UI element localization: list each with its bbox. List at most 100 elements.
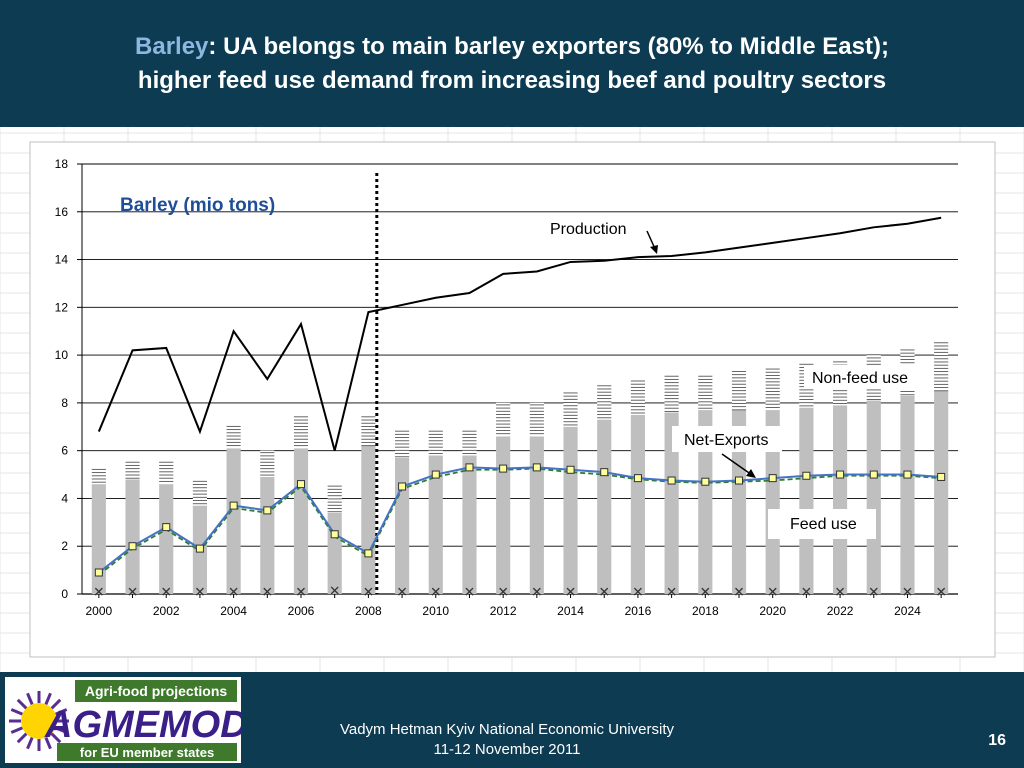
y-tick-label: 8 — [61, 396, 68, 410]
x-marker — [297, 587, 305, 596]
x-marker — [566, 587, 575, 596]
non-feed-use-bar — [260, 450, 275, 477]
net-exports-marker — [465, 463, 474, 472]
feed-use-bar — [664, 412, 679, 594]
title-line1: : UA belongs to main barley exporters (8… — [208, 33, 889, 60]
feed-use-bar — [125, 479, 140, 594]
non-feed-use-bar — [934, 340, 949, 391]
sun-ray — [50, 698, 62, 710]
dashed-series-line — [98, 467, 942, 576]
chart-title: Barley (mio tons) — [120, 195, 275, 216]
sun-ray — [44, 692, 52, 705]
logo-top-band — [75, 680, 237, 702]
feed-use-bar — [226, 448, 241, 594]
feed-use-bar — [698, 410, 713, 594]
feeduse-label-box — [768, 509, 876, 539]
slide-footer: Agri-food projections AGMEMOD for EU mem… — [0, 672, 1024, 768]
x-marker — [128, 587, 137, 596]
net-exports-marker — [532, 463, 541, 472]
y-tick-label: 0 — [61, 587, 68, 601]
chart-frame — [29, 141, 996, 658]
feed-use-bar — [866, 400, 881, 594]
sun-ray — [44, 737, 52, 750]
non-feed-use-bar — [664, 374, 679, 413]
x-tick-label: 2016 — [625, 604, 652, 618]
title-keyword: Barley — [135, 33, 209, 60]
sunburst-icon — [9, 691, 69, 751]
production-label-box — [548, 216, 646, 240]
netexports-label-box — [672, 426, 782, 452]
sun-ray — [16, 732, 28, 744]
x-marker — [263, 587, 272, 596]
non-feed-use-bar — [192, 479, 207, 506]
sun-ray — [26, 737, 34, 750]
x-marker — [330, 586, 339, 595]
feed-use-bar — [462, 455, 477, 594]
x-marker — [701, 587, 710, 596]
x-marker — [667, 587, 676, 596]
x-tick-labels: 2000 2002 2004 2006 2008 2010 2012 2014 2016 2018… — [85, 594, 942, 618]
x-marker — [398, 587, 407, 596]
sun-ray — [16, 698, 28, 710]
title-line2: higher feed use demand from increasing b… — [137, 67, 887, 94]
agmemod-logo-art: Agri-food projections AGMEMOD for EU mem… — [9, 680, 248, 761]
net-exports-marker — [701, 477, 710, 486]
net-exports-marker — [128, 542, 137, 551]
slide-header: Barley: UA belongs to main barley export… — [0, 0, 1024, 127]
net-exports-marker — [600, 468, 609, 477]
feed-use-bar — [529, 436, 544, 594]
feed-use-bar — [765, 410, 780, 594]
x-tick-label: 2014 — [557, 604, 584, 618]
sun-ray — [10, 708, 23, 716]
agmemod-logo: Agri-food projections AGMEMOD for EU mem… — [5, 677, 248, 763]
net-exports-marker — [735, 476, 743, 485]
logo-top-text: Agri-food projections — [85, 683, 228, 699]
netexports-arrow — [721, 453, 753, 476]
net-exports-marker — [937, 472, 946, 481]
net-exports-marker — [263, 506, 272, 515]
x-marker — [465, 587, 474, 596]
x-marker — [802, 587, 811, 596]
x-tick-label: 2022 — [827, 604, 854, 618]
x-tick-label: 2000 — [85, 604, 112, 618]
net-exports-marker — [633, 474, 642, 483]
net-exports-marker — [667, 476, 676, 485]
feed-use-bar — [563, 426, 578, 594]
footer-author: Vadym Hetman Kyiv National Economic Univ… — [339, 721, 674, 738]
non-feed-use-bar — [731, 369, 747, 411]
logo-bottom-text: for EU member states — [80, 745, 214, 760]
sun-ray — [26, 692, 34, 705]
x-marker — [94, 587, 103, 596]
x-tick-label: 2008 — [355, 604, 382, 618]
non-feed-use-bar — [428, 429, 443, 456]
production-arrowhead — [650, 245, 658, 254]
x-tick-label: 2020 — [759, 604, 786, 618]
netexports-arrowhead — [746, 469, 756, 478]
x-marker — [768, 587, 777, 596]
net-exports-marker — [195, 544, 204, 553]
footer-date: 11-12 November 2011 — [433, 741, 581, 758]
net-exports-marker — [802, 471, 811, 480]
production-line — [97, 216, 942, 451]
x-marker — [431, 587, 440, 596]
net-exports-marker — [94, 568, 103, 577]
x-marker — [836, 587, 845, 596]
feed-use-bar — [159, 484, 174, 594]
x-marker — [735, 587, 743, 596]
feed-use-bar — [900, 395, 915, 594]
logo-bottom-band — [57, 743, 237, 761]
annotation-feed-use: Feed use — [790, 516, 857, 533]
net-exports-marker — [297, 480, 305, 489]
x-marker — [162, 587, 171, 596]
feed-use-bar — [293, 448, 309, 594]
x-marker — [195, 587, 204, 596]
x-tick-label: 2018 — [692, 604, 719, 618]
feed-use-bar — [395, 457, 410, 594]
slide-title: Barley: UA belongs to main barley export… — [0, 30, 1024, 98]
feed-use-bar — [327, 512, 342, 594]
annotation-net-exports: Net-Exports — [684, 432, 768, 449]
x-tick-label: 2002 — [153, 604, 180, 618]
feed-use-bar — [597, 419, 612, 594]
sun-ray — [55, 708, 68, 716]
feed-use-bar — [731, 410, 747, 594]
